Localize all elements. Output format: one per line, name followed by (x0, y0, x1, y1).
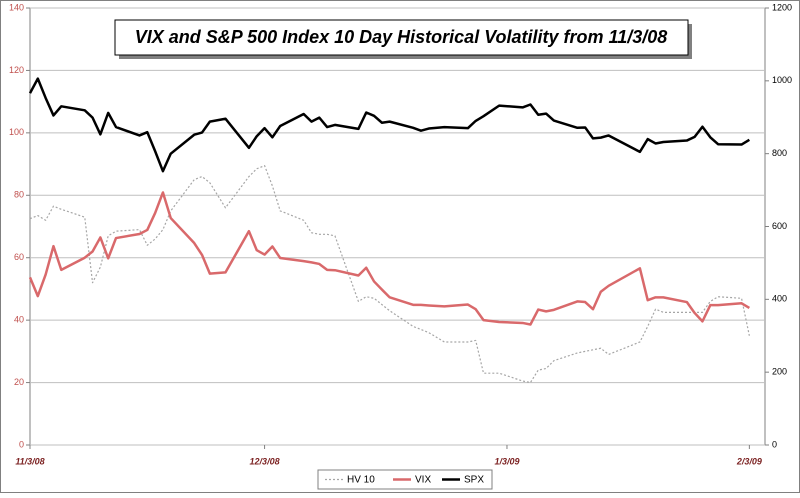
y-tick-label: 100 (9, 127, 24, 137)
y2-tick-label: 400 (772, 294, 787, 304)
x-tick-label: 11/3/08 (15, 456, 44, 466)
x-tick-label: 2/3/09 (736, 456, 762, 466)
y-tick-label: 0 (19, 439, 24, 449)
y2-tick-label: 200 (772, 367, 787, 377)
series-line (28, 191, 751, 326)
plot-area (29, 7, 766, 446)
legend-label: HV 10 (347, 475, 375, 486)
grid: 0 20 40 60 80 100 120 140 0 200 400 600 800 1000 1200 1… (9, 2, 792, 466)
y-tick-label: 20 (14, 377, 24, 387)
y-tick-label: 80 (14, 190, 24, 200)
y-tick-label: 40 (14, 315, 24, 325)
y-tick-label: 60 (14, 252, 24, 262)
x-tick-label: 12/3/08 (250, 456, 280, 466)
y2-tick-label: 1000 (772, 75, 792, 85)
lines (28, 77, 751, 384)
legend: HV 10 VIX SPX (325, 475, 484, 486)
y2-tick-label: 1200 (772, 2, 792, 12)
title-box (114, 19, 689, 56)
y2-tick-label: 800 (772, 148, 787, 158)
chart-title: VIX and S&P 500 Index 10 Day Historical … (135, 27, 668, 47)
y-tick-label: 140 (9, 2, 24, 12)
y-tick-label: 120 (9, 65, 24, 75)
series-line (29, 165, 750, 384)
series-line (28, 77, 751, 173)
x-tick-label: 1/3/09 (494, 456, 519, 466)
legend-label: VIX (415, 475, 431, 486)
y2-tick-label: 600 (772, 221, 787, 231)
legend-label: SPX (464, 475, 484, 486)
y2-tick-label: 0 (772, 439, 777, 449)
